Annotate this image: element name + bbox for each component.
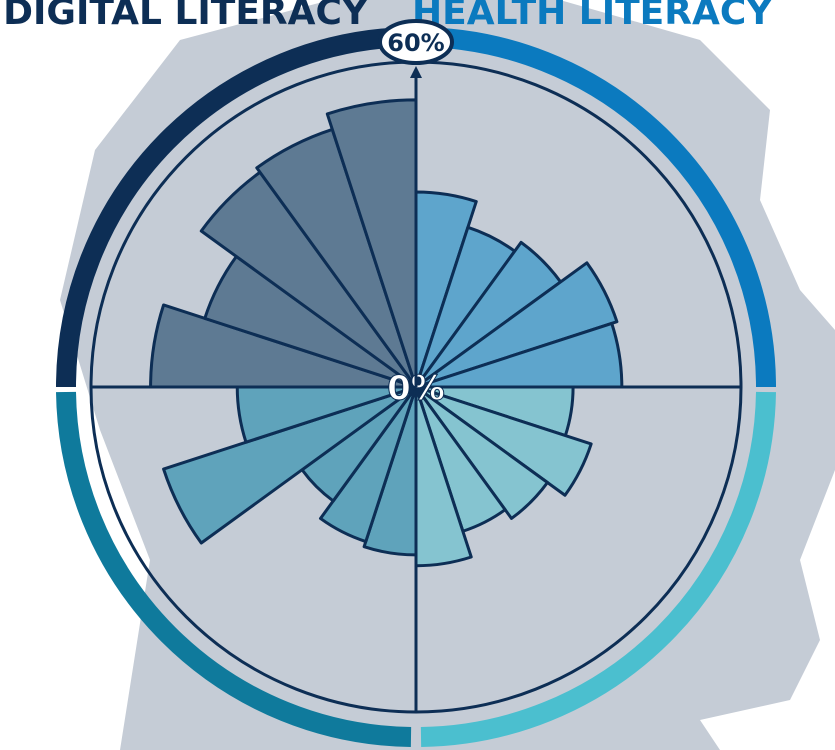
right-title: HEALTH LITERACY	[412, 0, 773, 33]
chart: DIGITAL LITERACY HEALTH LITERACY 0%60%	[0, 0, 835, 750]
y-tick-label: 60%	[387, 29, 444, 57]
page: DIGITAL LITERACY HEALTH LITERACY 0%60% (…	[0, 0, 835, 750]
left-title: DIGITAL LITERACY	[3, 0, 369, 33]
